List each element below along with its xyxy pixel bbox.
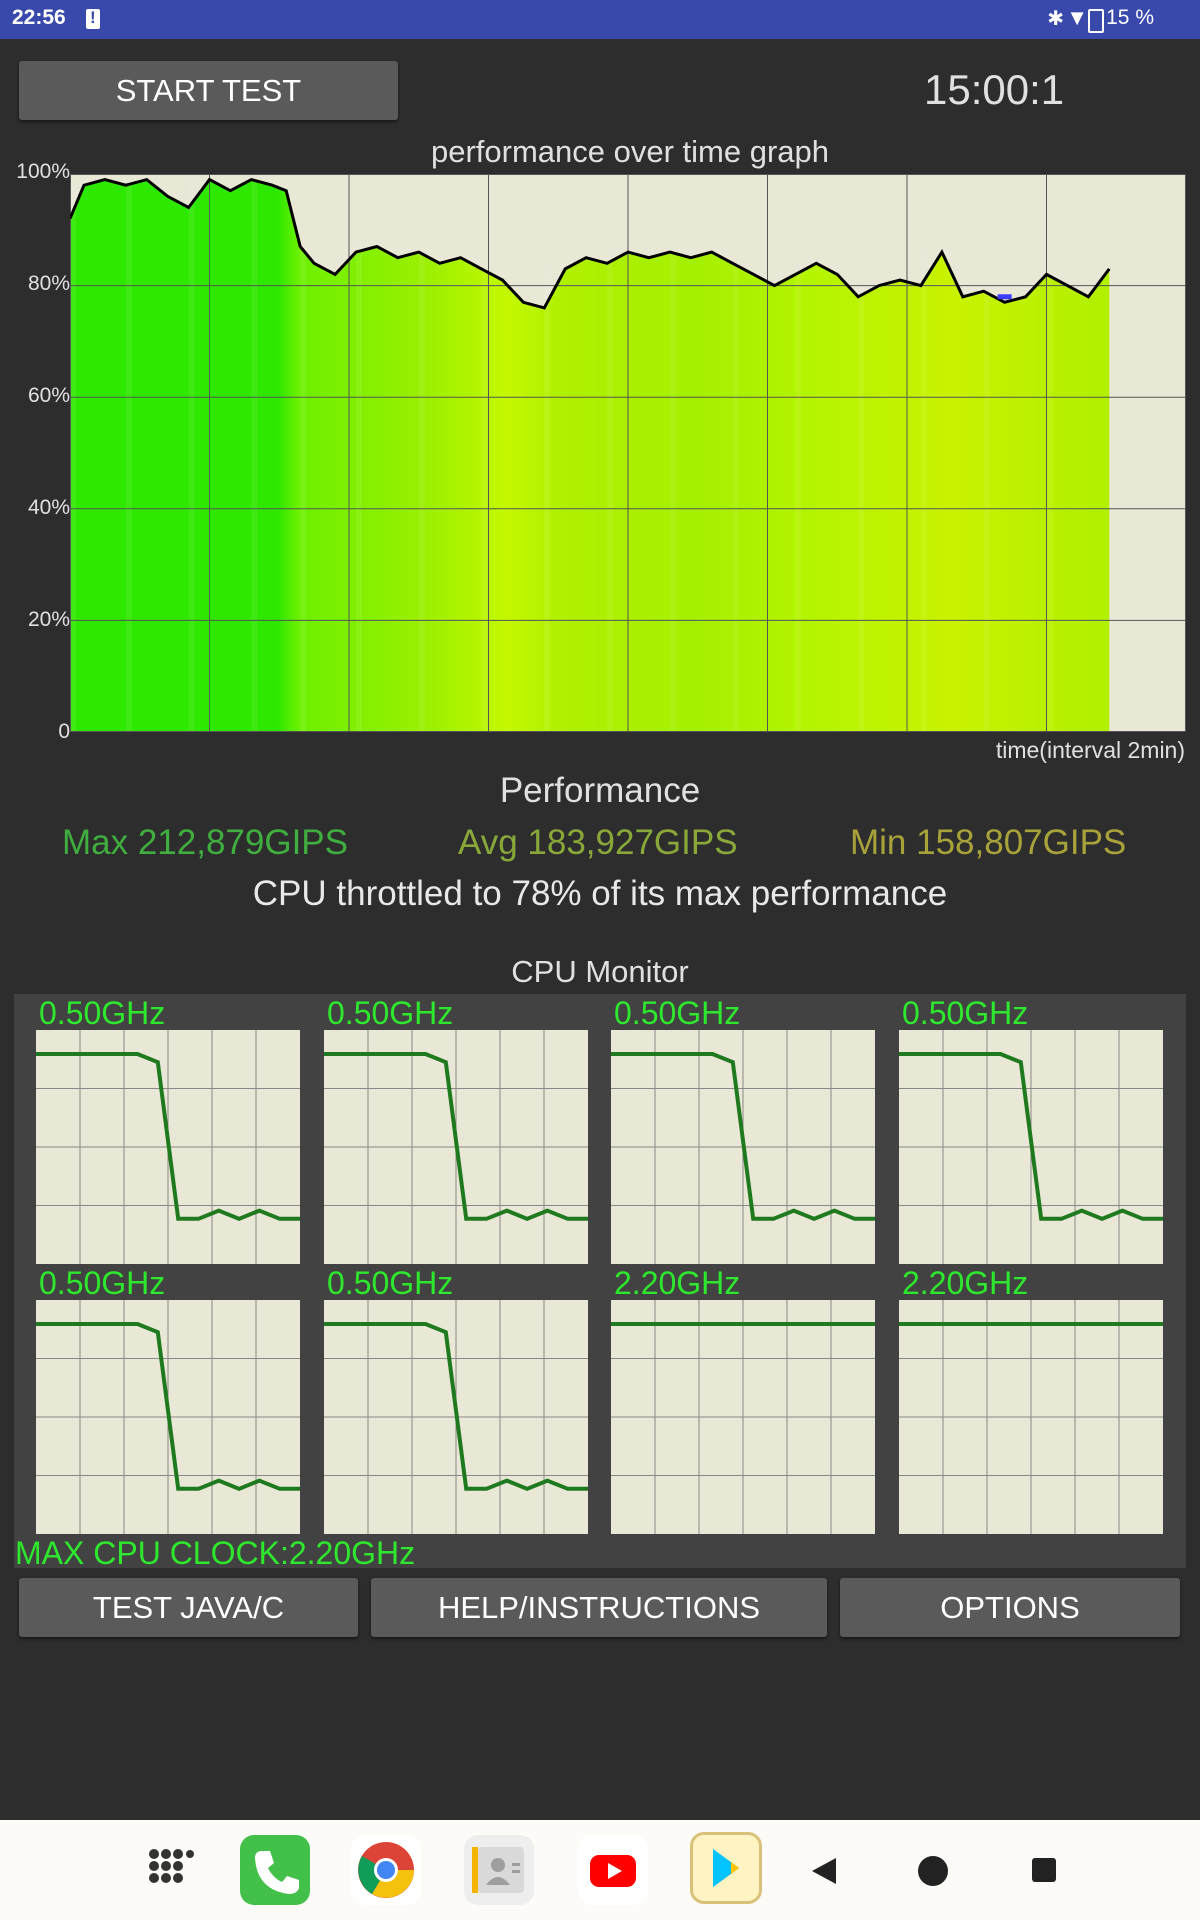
- area-stripe: [356, 246, 362, 732]
- avg-performance: Avg 183,927GIPS: [458, 823, 738, 862]
- graph-title: performance over time graph: [430, 134, 830, 169]
- home-icon[interactable]: [918, 1856, 948, 1886]
- navigation-bar: [0, 1820, 1200, 1920]
- area-stripe: [544, 268, 551, 732]
- cpu-core-7-graph: [899, 1300, 1163, 1534]
- contacts-icon[interactable]: [464, 1835, 534, 1905]
- y-tick-0: 0: [58, 720, 70, 743]
- cpu-core-1-line: [324, 1052, 588, 1221]
- youtube-icon[interactable]: [578, 1835, 648, 1905]
- wifi-icon: ▼: [1066, 5, 1088, 30]
- start-test-button[interactable]: START TEST: [19, 61, 398, 120]
- battery-icon: [1088, 9, 1104, 33]
- chrome-icon[interactable]: [351, 1835, 421, 1905]
- phone-icon[interactable]: [240, 1835, 310, 1905]
- area-stripe: [795, 263, 802, 732]
- graph-border: [70, 174, 1186, 732]
- status-bar: 22:56 ✱ ▼ 15 %: [0, 0, 1200, 39]
- y-tick-80: 80%: [27, 272, 70, 295]
- area-stripe: [607, 252, 614, 732]
- graph-grid: [70, 174, 1186, 732]
- cpu-core-0-frequency: 0.50GHz: [39, 995, 166, 1031]
- area-stripe: [125, 179, 132, 732]
- y-tick-40: 40%: [27, 496, 70, 519]
- back-icon[interactable]: [810, 1856, 838, 1886]
- cpu-monitor-title: CPU Monitor: [511, 954, 689, 989]
- cpu-core-2-frequency: 0.50GHz: [614, 995, 741, 1031]
- cpu-core-4-graph: [36, 1300, 300, 1534]
- y-tick-60: 60%: [27, 384, 70, 407]
- area-stripe: [481, 268, 488, 732]
- cpu-core-2-line: [611, 1052, 875, 1221]
- cpu-core-6-graph: [611, 1300, 875, 1534]
- status-time: 22:56: [12, 6, 66, 29]
- notification-icon: [86, 8, 100, 29]
- battery-percent: 15 %: [1106, 6, 1154, 29]
- area-stripe: [920, 252, 927, 732]
- area-stripe: [251, 179, 258, 732]
- cpu-core-5-frequency: 0.50GHz: [327, 1265, 454, 1301]
- cpu-core-2-graph: [611, 1030, 875, 1264]
- test-java-c-button[interactable]: TEST JAVA/C: [19, 1578, 358, 1637]
- performance-area: [70, 179, 1110, 732]
- cpu-core-0-graph: [36, 1030, 300, 1264]
- area-stripe: [983, 291, 990, 732]
- area-stripe: [1046, 274, 1053, 732]
- bluetooth-icon: ✱: [1047, 8, 1064, 30]
- app-drawer-icon[interactable]: [148, 1848, 194, 1894]
- area-stripe: [669, 252, 676, 732]
- cpu-core-3-graph: [899, 1030, 1163, 1264]
- min-performance: Min 158,807GIPS: [850, 823, 1127, 862]
- cpu-core-5-line: [324, 1322, 588, 1491]
- cpu-core-1-frequency: 0.50GHz: [327, 995, 454, 1031]
- cpu-core-4-frequency: 0.50GHz: [39, 1265, 166, 1301]
- help-instructions-button[interactable]: HELP/INSTRUCTIONS: [371, 1578, 827, 1637]
- max-cpu-clock: MAX CPU CLOCK:2.20GHz: [15, 1535, 416, 1571]
- cpu-core-5-graph: [324, 1300, 588, 1534]
- cpu-core-6-frequency: 2.20GHz: [614, 1265, 741, 1301]
- test-timer: 15:00:1: [924, 66, 1065, 113]
- cpu-core-3-line: [899, 1052, 1163, 1221]
- max-performance: Max 212,879GIPS: [62, 823, 348, 862]
- area-stripe: [70, 185, 76, 732]
- cpu-core-4-line: [36, 1322, 300, 1491]
- area-stripe: [418, 252, 425, 732]
- graph-x-label: time(interval 2min): [995, 737, 1185, 763]
- y-tick-100: 100%: [16, 160, 70, 183]
- throttle-text: CPU throttled to 78% of its max performa…: [252, 874, 948, 913]
- cpu-core-1-graph: [324, 1030, 588, 1264]
- graph-line-group: [70, 177, 1111, 310]
- performance-graph: [70, 174, 1186, 732]
- performance-line: [70, 177, 1111, 310]
- recents-icon[interactable]: [1032, 1858, 1056, 1882]
- cpu-core-3-frequency: 0.50GHz: [902, 995, 1029, 1031]
- cpu-core-0-line: [36, 1052, 300, 1221]
- area-stripe: [732, 263, 739, 732]
- performance-title: Performance: [499, 771, 701, 810]
- cpu-core-7-frequency: 2.20GHz: [902, 1265, 1029, 1301]
- play-store-icon[interactable]: [690, 1832, 762, 1904]
- area-stripe: [188, 179, 195, 732]
- options-button[interactable]: OPTIONS: [840, 1578, 1180, 1637]
- graph-fill-group: [70, 179, 1110, 732]
- y-tick-20: 20%: [27, 608, 70, 631]
- area-stripe: [300, 246, 307, 732]
